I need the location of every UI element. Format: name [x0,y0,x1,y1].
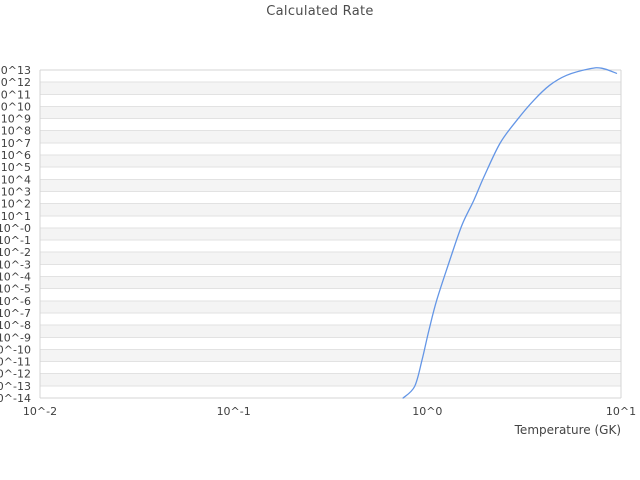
y-tick-label: 10^4 [1,173,31,186]
y-tick-label: 10^-5 [0,283,31,296]
rate-curve [402,67,618,399]
grid-band [40,106,621,119]
x-tick-label: 10^0 [412,405,442,418]
y-tick-label: 10^1 [1,210,31,223]
grid-band [40,179,621,192]
x-tick-label: 10^-2 [23,405,57,418]
x-tick-label: 10^1 [606,405,636,418]
grid-band [40,349,621,362]
y-tick-label: 10^-11 [0,356,31,369]
y-tick-label: 10^-6 [0,295,31,308]
grid-band [40,373,621,386]
chart-title: Calculated Rate [266,4,374,19]
y-tick-label: 10^11 [0,88,31,101]
y-tick-label: 10^-12 [0,368,31,381]
grid-band [40,155,621,168]
y-tick-label: 10^-14 [0,392,31,405]
y-tick-label: 10^8 [1,125,31,138]
grid-band [40,325,621,338]
y-tick-label: 10^3 [1,185,31,198]
y-tick-label: 10^-1 [0,234,31,247]
y-tick-label: 10^12 [0,76,31,89]
y-tick-label: 10^13 [0,64,31,77]
grid-band [40,203,621,216]
grid-band [40,130,621,143]
y-tick-label: 10^-2 [0,246,31,259]
y-tick-label: 10^-3 [0,258,31,271]
y-tick-label: 10^-0 [0,222,31,235]
y-tick-label: 10^-9 [0,331,31,344]
y-tick-label: 10^5 [1,161,31,174]
y-tick-label: 10^-7 [0,307,31,320]
grid-band [40,276,621,289]
y-tick-label: 10^-4 [0,271,31,284]
x-axis-label: Temperature (GK) [514,423,621,437]
x-tick-label: 10^-1 [217,405,251,418]
y-tick-label: 10^7 [1,137,31,150]
y-tick-label: 10^2 [1,198,31,211]
y-tick-label: 10^6 [1,149,31,162]
grid-band [40,82,621,95]
y-tick-label: 10^10 [0,100,31,113]
y-tick-label: 10^9 [1,113,31,126]
grid-band [40,252,621,265]
grid-band [40,300,621,313]
grid-band [40,227,621,241]
y-tick-label: 10^-10 [0,343,31,356]
y-tick-label: 10^-8 [0,319,31,332]
y-tick-label: 10^-13 [0,380,31,393]
